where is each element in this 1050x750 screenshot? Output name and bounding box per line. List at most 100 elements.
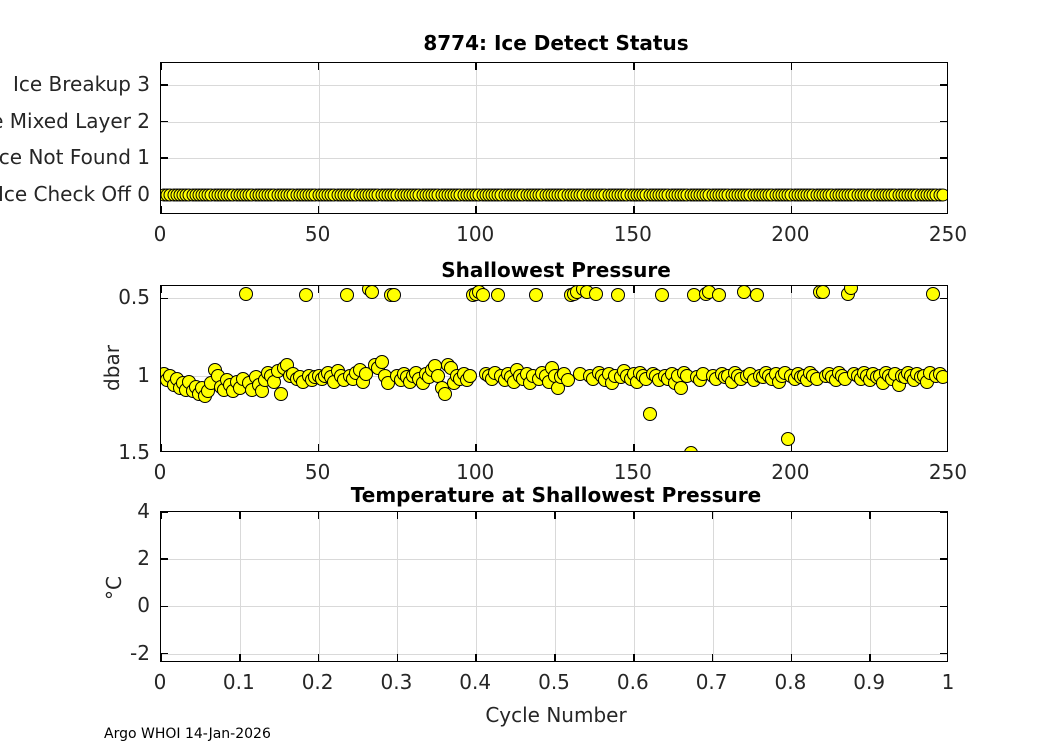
x-tick-label: 0 [153,670,167,694]
data-point [749,288,764,303]
y-tick-mark [940,120,947,123]
data-point [462,368,477,383]
data-point [655,288,670,303]
y-tick-label: -2 [130,640,150,665]
gridline-horizontal [161,653,947,655]
y-tick-mark [940,652,947,655]
x-tick-mark [633,512,635,519]
data-point [339,288,354,303]
temperature-axes[interactable] [160,511,948,662]
x-tick-label: 100 [456,222,495,246]
x-tick-label: 0.5 [538,670,570,694]
x-tick-mark [317,512,320,519]
gridline-vertical [791,63,793,213]
x-tick-mark [396,512,399,519]
data-point [358,367,373,382]
x-tick-mark [790,286,793,293]
gridline-horizontal [161,121,947,123]
temperature-y-axis-label: °C [102,576,126,600]
x-tick-label: 0 [153,222,167,246]
x-tick-mark [790,444,793,451]
y-tick-mark [161,652,168,655]
x-tick-mark [711,654,714,661]
x-tick-label: 50 [304,460,331,484]
data-point [588,286,603,301]
data-point [781,432,796,447]
gridline-vertical [476,63,478,213]
ice-plot-area [161,63,947,213]
y-tick-mark [161,297,168,300]
x-tick-mark [869,654,871,661]
x-tick-mark [633,63,635,70]
x-tick-label: 150 [613,222,652,246]
ice-panel-title: 8774: Ice Detect Status [423,31,689,55]
gridline-vertical [633,63,635,213]
y-tick-mark [940,84,947,86]
x-tick-mark [633,206,635,213]
x-tick-label: 150 [613,460,652,484]
x-tick-label: 0.2 [301,670,334,694]
x-tick-label: 0.8 [774,670,807,694]
x-tick-mark [161,512,162,519]
pressure-panel-title: Shallowest Pressure [441,258,671,282]
y-tick-mark [161,512,168,513]
x-tick-label: 0.3 [380,670,413,694]
gridline-vertical [318,286,320,451]
pressure-y-axis-label: dbar [100,345,124,391]
x-tick-mark [161,286,162,293]
x-tick-label: 100 [456,460,495,484]
x-tick-label: 0.6 [616,670,649,694]
data-point [239,286,254,301]
data-point [529,288,544,303]
x-tick-mark [161,63,162,70]
x-tick-mark [633,286,635,293]
data-point [815,286,830,300]
x-tick-mark [869,512,871,519]
data-point [560,373,575,388]
x-tick-mark [711,512,714,519]
x-tick-mark [475,512,477,519]
temperature-plot-area [161,512,947,661]
data-point [273,387,288,402]
x-tick-mark [633,444,635,451]
data-point [437,387,452,402]
x-tick-mark [161,206,162,213]
gridline-vertical [318,512,320,661]
y-tick-mark [940,297,947,300]
gridline-vertical [397,512,399,661]
x-tick-label: 50 [304,222,331,246]
x-tick-mark [317,654,320,661]
gridline-vertical [870,512,872,661]
y-tick-mark [161,84,168,86]
temperature-panel-title: Temperature at Shallowest Pressure [350,483,762,507]
x-axis-label: Cycle Number [485,703,627,727]
gridline-horizontal [161,559,947,561]
data-point [683,446,698,451]
y-tick-label: 0 [137,593,150,618]
x-tick-label: 0.7 [695,670,728,694]
data-point [298,288,313,303]
y-tick-label: Ice Breakup 3 [12,71,150,96]
x-tick-mark [790,63,793,70]
x-tick-mark [475,63,477,70]
x-tick-mark [161,654,162,661]
data-point [935,370,947,385]
x-tick-mark [317,63,320,70]
x-tick-mark [554,654,556,661]
x-tick-mark [475,654,477,661]
gridline-vertical [476,286,478,451]
gridline-vertical [476,512,478,661]
gridline-vertical [791,512,793,661]
x-tick-mark [790,512,793,519]
shallowest-pressure-axes[interactable] [160,285,948,452]
y-tick-label: 1.5 [118,440,150,464]
x-tick-label: 1 [941,670,955,694]
x-tick-label: 250 [928,460,968,484]
gridline-vertical [239,512,241,661]
gridline-horizontal [161,84,947,86]
ice-detect-status-axes[interactable] [160,62,948,214]
y-tick-label: Ice Check Off 0 [0,181,150,206]
data-point [711,288,726,303]
y-tick-label: 4 [137,499,150,523]
gridline-vertical [712,512,714,661]
